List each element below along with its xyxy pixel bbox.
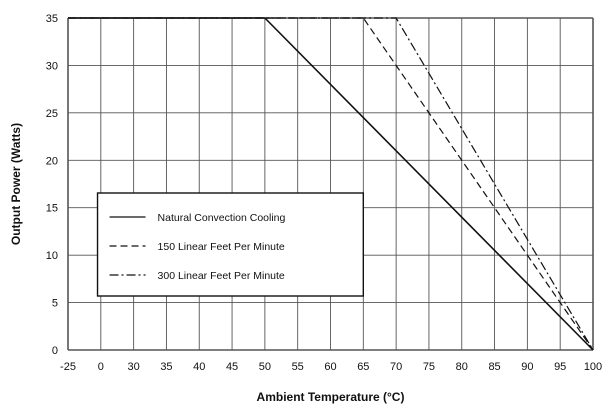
y-tick-label: 25 [46, 108, 58, 120]
legend-label-1: Natural Convection Cooling [158, 212, 286, 224]
y-tick-label: 10 [46, 250, 58, 262]
y-tick-label: 15 [46, 203, 58, 215]
x-tick-label: 30 [128, 361, 140, 373]
x-tick-label: 40 [193, 361, 205, 373]
x-tick-label: 55 [292, 361, 304, 373]
legend: Natural Convection Cooling 150 Linear Fee… [96, 192, 365, 297]
series-line-1 [68, 17, 594, 351]
x-tick-label: 0 [98, 361, 104, 373]
x-tick-label: 85 [488, 361, 500, 373]
plot-grid [67, 17, 594, 351]
series-lines [68, 17, 594, 351]
series-line-2 [68, 17, 594, 351]
x-tick-label: 70 [390, 361, 402, 373]
y-tick-label: 5 [52, 298, 58, 310]
x-tick-label: -25 [60, 361, 76, 373]
x-tick-label: 75 [423, 361, 435, 373]
x-tick-label: 95 [554, 361, 566, 373]
legend-box [96, 192, 365, 297]
y-tick-label: 35 [46, 13, 58, 25]
x-tick-label: 100 [584, 361, 602, 373]
legend-label-2: 150 Linear Feet Per Minute [158, 241, 285, 253]
legend-label-3: 300 Linear Feet Per Minute [158, 270, 285, 282]
y-tick-label: 0 [52, 345, 58, 357]
y-axis-label: Output Power (Watts) [9, 123, 23, 245]
x-tick-label: 45 [226, 361, 238, 373]
x-tick-labels: -25 0 30 35 40 45 50 55 60 65 70 75 80 85 90 95 100 [60, 361, 602, 373]
series-line-3 [68, 17, 594, 351]
y-tick-labels: 0 5 10 15 20 25 30 35 [46, 13, 58, 357]
x-tick-label: 80 [456, 361, 468, 373]
y-tick-label: 30 [46, 60, 58, 72]
y-tick-label: 20 [46, 155, 58, 167]
x-tick-label: 65 [357, 361, 369, 373]
x-tick-label: 60 [324, 361, 336, 373]
x-tick-label: 90 [521, 361, 533, 373]
x-tick-label: 50 [259, 361, 271, 373]
x-axis-label: Ambient Temperature (°C) [257, 390, 405, 404]
x-tick-label: 35 [160, 361, 172, 373]
